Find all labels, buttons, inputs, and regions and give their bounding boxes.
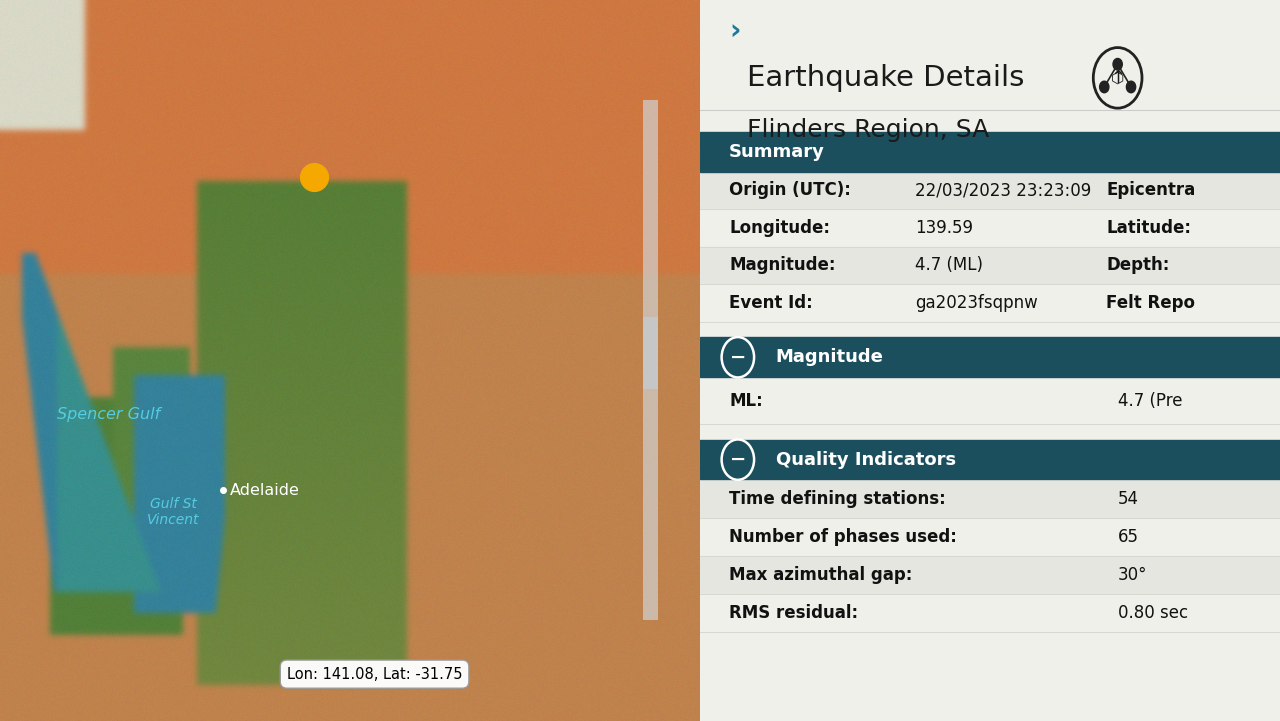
Text: Magnitude: Magnitude bbox=[776, 348, 883, 366]
Bar bbox=[700, 479, 1280, 518]
Text: 30°: 30° bbox=[1117, 566, 1147, 584]
Bar bbox=[700, 209, 1280, 247]
Text: RMS residual:: RMS residual: bbox=[730, 604, 859, 622]
Text: 4.7 (ML): 4.7 (ML) bbox=[915, 257, 983, 274]
Bar bbox=[700, 518, 1280, 556]
Text: Epicentra: Epicentra bbox=[1106, 182, 1196, 199]
Text: Summary: Summary bbox=[730, 143, 826, 161]
Text: Origin (UTC):: Origin (UTC): bbox=[730, 182, 851, 199]
Text: ⬡: ⬡ bbox=[1111, 71, 1124, 85]
Text: Flinders Region, SA: Flinders Region, SA bbox=[746, 118, 988, 142]
Text: 65: 65 bbox=[1117, 528, 1139, 546]
Bar bbox=[700, 284, 1280, 322]
Text: Lon: 141.08, Lat: -31.75: Lon: 141.08, Lat: -31.75 bbox=[287, 667, 462, 681]
Text: Felt Repo: Felt Repo bbox=[1106, 294, 1196, 311]
Bar bbox=[700, 337, 1280, 377]
Text: Adelaide: Adelaide bbox=[229, 483, 300, 497]
Text: Depth:: Depth: bbox=[1106, 257, 1170, 274]
Bar bbox=[700, 440, 1280, 479]
Text: Magnitude:: Magnitude: bbox=[730, 257, 836, 274]
Text: Max azimuthal gap:: Max azimuthal gap: bbox=[730, 566, 913, 584]
Text: ga2023fsqpnw: ga2023fsqpnw bbox=[915, 294, 1038, 311]
Text: −: − bbox=[730, 348, 746, 367]
Bar bbox=[700, 594, 1280, 632]
Text: Number of phases used:: Number of phases used: bbox=[730, 528, 957, 546]
Text: ML:: ML: bbox=[730, 392, 763, 410]
Text: 0.80 sec: 0.80 sec bbox=[1117, 604, 1188, 622]
Bar bbox=[700, 556, 1280, 594]
Circle shape bbox=[1114, 58, 1123, 70]
Circle shape bbox=[1126, 81, 1135, 93]
Text: Spencer Gulf: Spencer Gulf bbox=[56, 407, 160, 422]
Text: Time defining stations:: Time defining stations: bbox=[730, 490, 946, 508]
Text: 54: 54 bbox=[1117, 490, 1139, 508]
Bar bbox=[700, 172, 1280, 209]
Text: Earthquake Details: Earthquake Details bbox=[746, 64, 1024, 92]
Text: Latitude:: Latitude: bbox=[1106, 219, 1192, 236]
Text: ↑: ↑ bbox=[1110, 69, 1125, 87]
Text: Longitude:: Longitude: bbox=[730, 219, 831, 236]
Circle shape bbox=[1100, 81, 1108, 93]
Text: 4.7 (Pre: 4.7 (Pre bbox=[1117, 392, 1183, 410]
Text: Gulf St
Vincent: Gulf St Vincent bbox=[147, 497, 200, 527]
Bar bbox=[700, 247, 1280, 284]
Text: 22/03/2023 23:23:09: 22/03/2023 23:23:09 bbox=[915, 182, 1091, 199]
Text: 139.59: 139.59 bbox=[915, 219, 973, 236]
Text: ›: › bbox=[730, 17, 741, 45]
Bar bbox=[700, 377, 1280, 424]
Text: −: − bbox=[730, 450, 746, 469]
Bar bbox=[700, 132, 1280, 172]
Text: Quality Indicators: Quality Indicators bbox=[776, 451, 956, 469]
Text: Event Id:: Event Id: bbox=[730, 294, 813, 311]
